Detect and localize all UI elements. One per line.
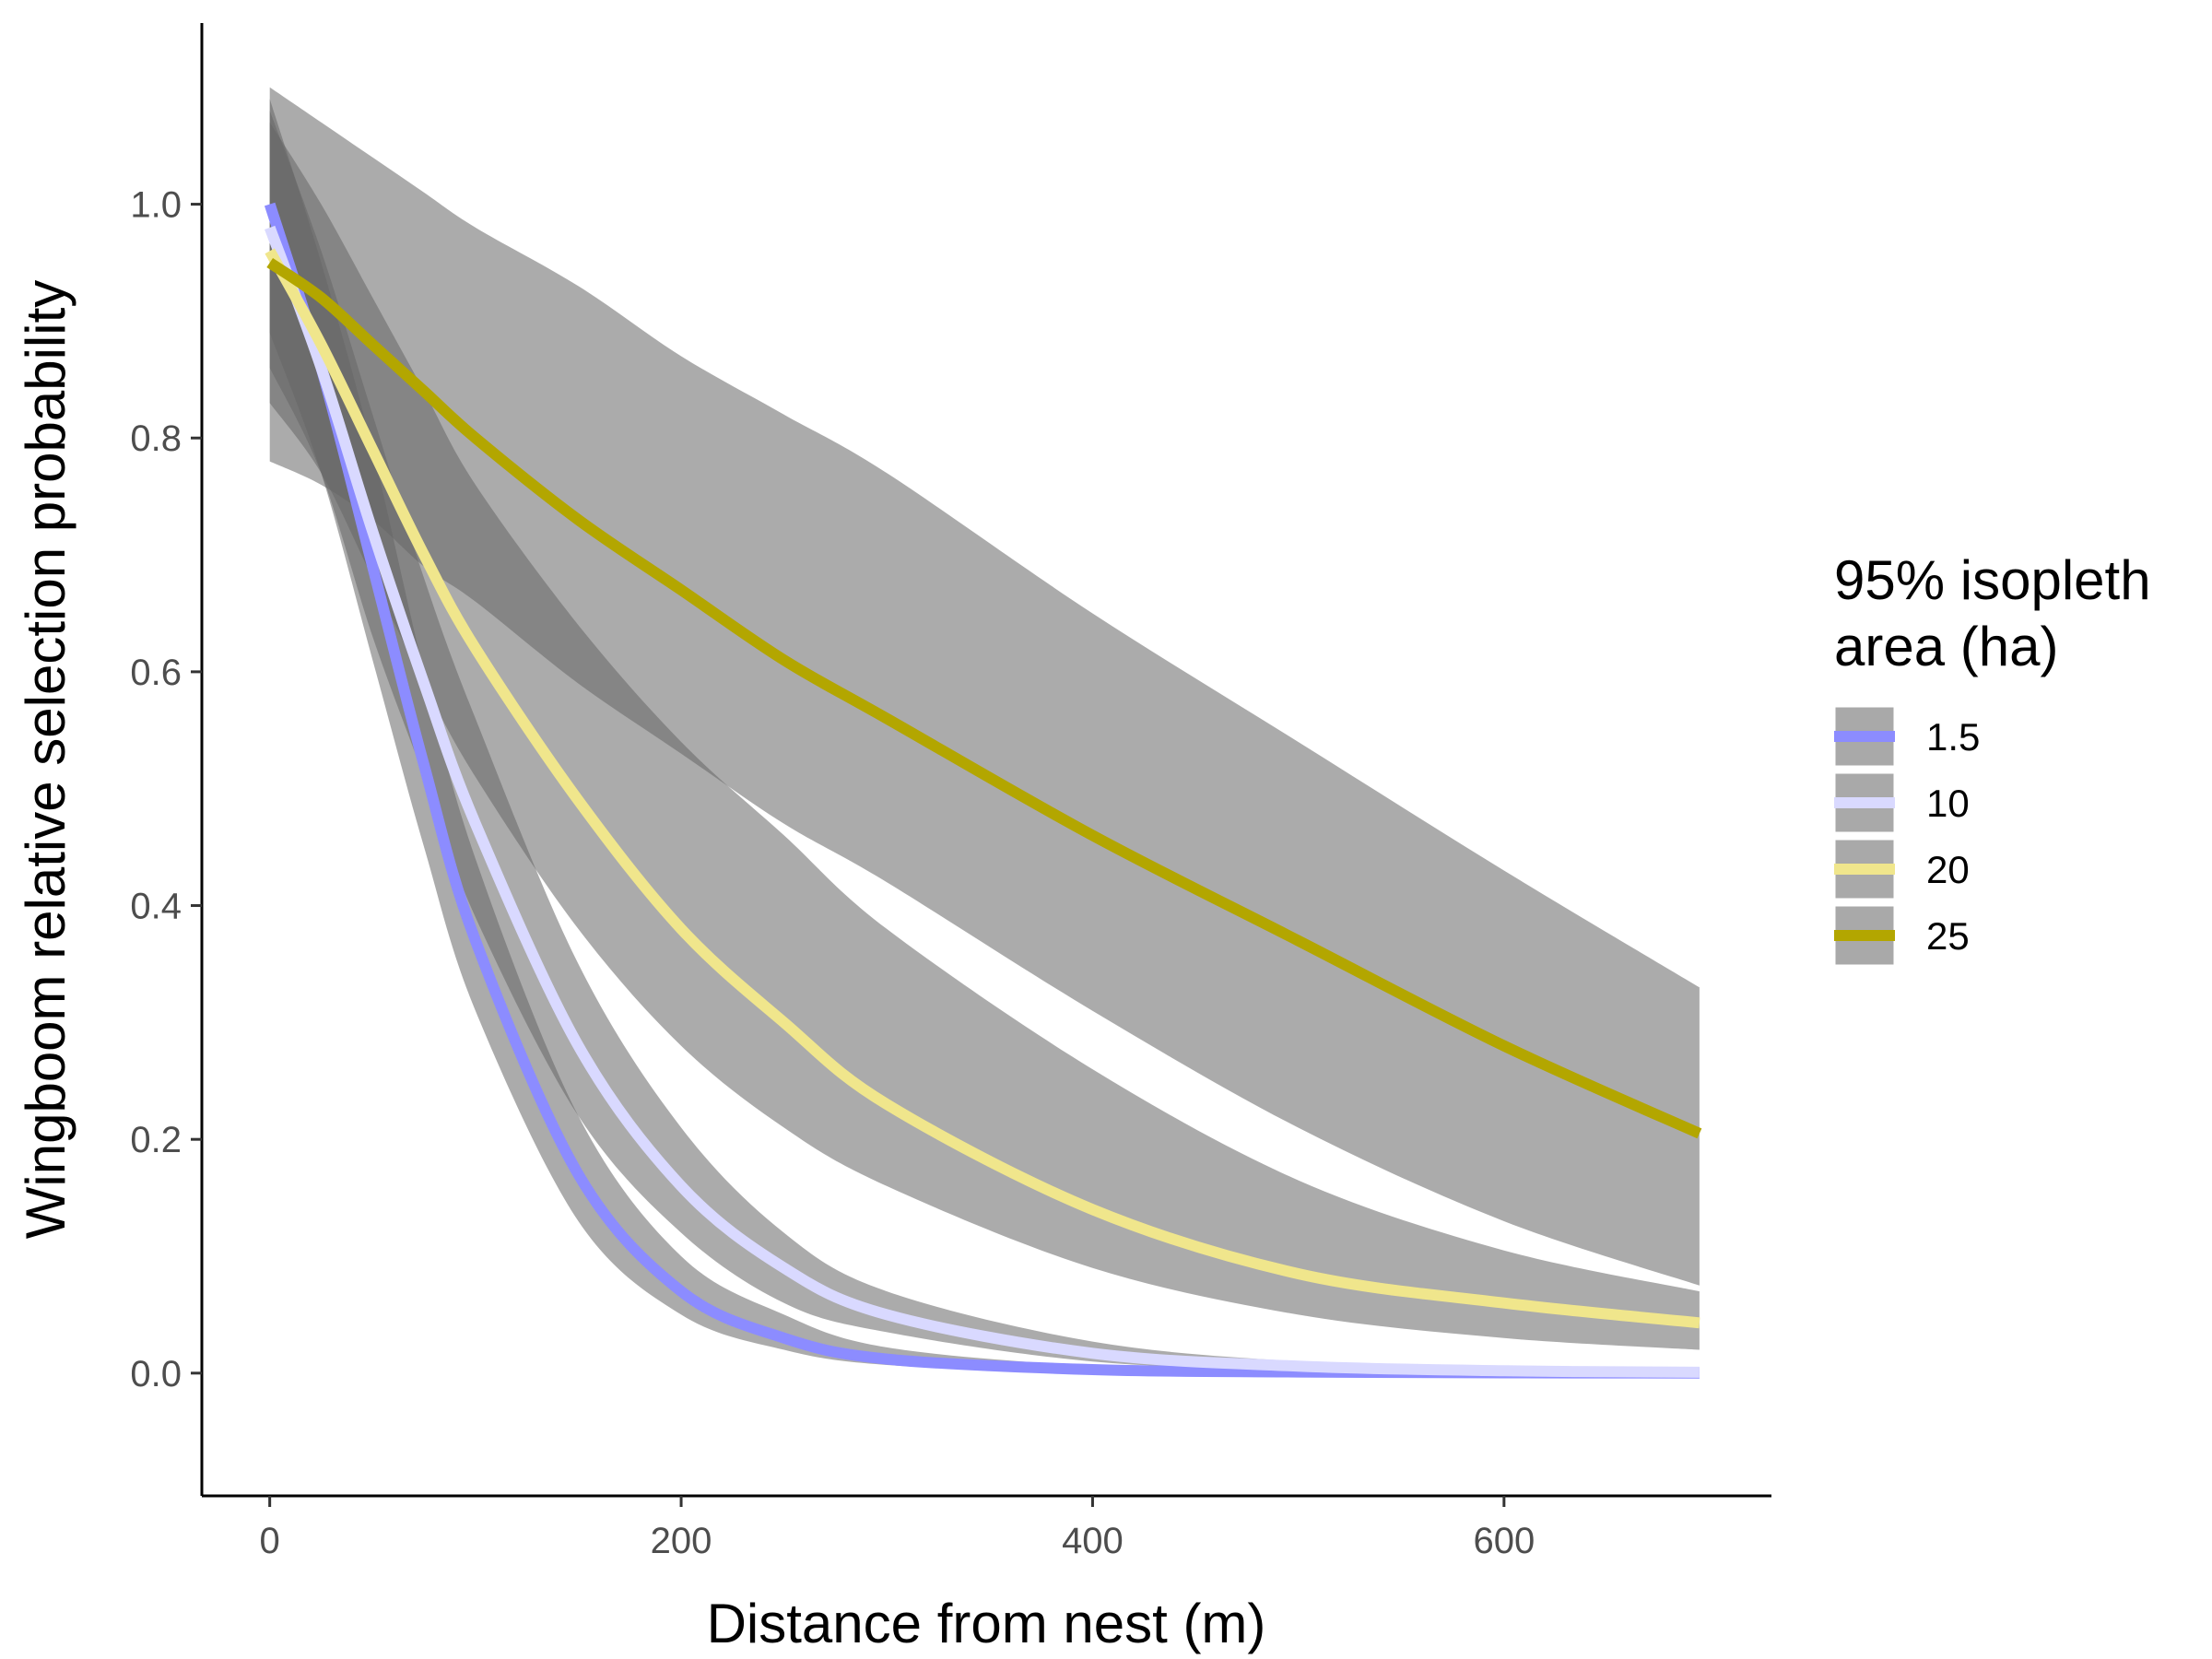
series-line-25 (266, 258, 1702, 1139)
axes: 0 200 400 600 0.0 0.2 0.4 0.6 0.8 1.0 (130, 23, 1771, 1561)
legend: 95% isopleth area (ha) 1.5 10 20 25 (1832, 549, 2151, 968)
legend-label: 25 (1926, 914, 1970, 958)
legend-item-10: 10 (1832, 771, 1970, 835)
x-tick-label: 0 (260, 1521, 280, 1561)
series-line-1-5 (264, 202, 1700, 1379)
legend-item-20: 20 (1832, 837, 1970, 901)
legend-keys: 1.5 10 20 25 (1832, 704, 1980, 968)
y-tick-label: 0.2 (130, 1120, 182, 1160)
legend-title-line-2: area (ha) (1834, 616, 2058, 677)
x-tick-label: 200 (651, 1521, 712, 1561)
confidence-band-10 (269, 111, 1700, 1373)
legend-item-25: 25 (1832, 903, 1970, 968)
y-tick-label: 0.6 (130, 653, 182, 693)
series-line-10 (265, 225, 1700, 1378)
y-ticks: 0.0 0.2 0.4 0.6 0.8 1.0 (130, 185, 202, 1394)
x-ticks: 0 200 400 600 (260, 1496, 1535, 1561)
x-tick-label: 400 (1062, 1521, 1124, 1561)
y-axis-title: Wingboom relative selection probability (15, 280, 76, 1240)
x-axis-title: Distance from nest (m) (707, 1593, 1266, 1654)
x-tick-label: 600 (1473, 1521, 1535, 1561)
y-tick-label: 0.8 (130, 418, 182, 459)
legend-item-1-5: 1.5 (1832, 704, 1980, 769)
confidence-band-20 (269, 122, 1700, 1350)
legend-title-line-1: 95% isopleth (1834, 549, 2151, 611)
legend-label: 20 (1926, 848, 1970, 891)
series-line-20 (265, 248, 1700, 1329)
y-tick-label: 0.4 (130, 887, 182, 927)
y-tick-label: 1.0 (130, 185, 182, 226)
legend-label: 10 (1926, 782, 1970, 825)
confidence-band-25 (269, 87, 1700, 1286)
legend-label: 1.5 (1926, 715, 1980, 759)
plot-panel (264, 87, 1702, 1379)
series-lines (264, 202, 1702, 1379)
y-tick-label: 0.0 (130, 1354, 182, 1394)
confidence-bands (269, 87, 1700, 1373)
